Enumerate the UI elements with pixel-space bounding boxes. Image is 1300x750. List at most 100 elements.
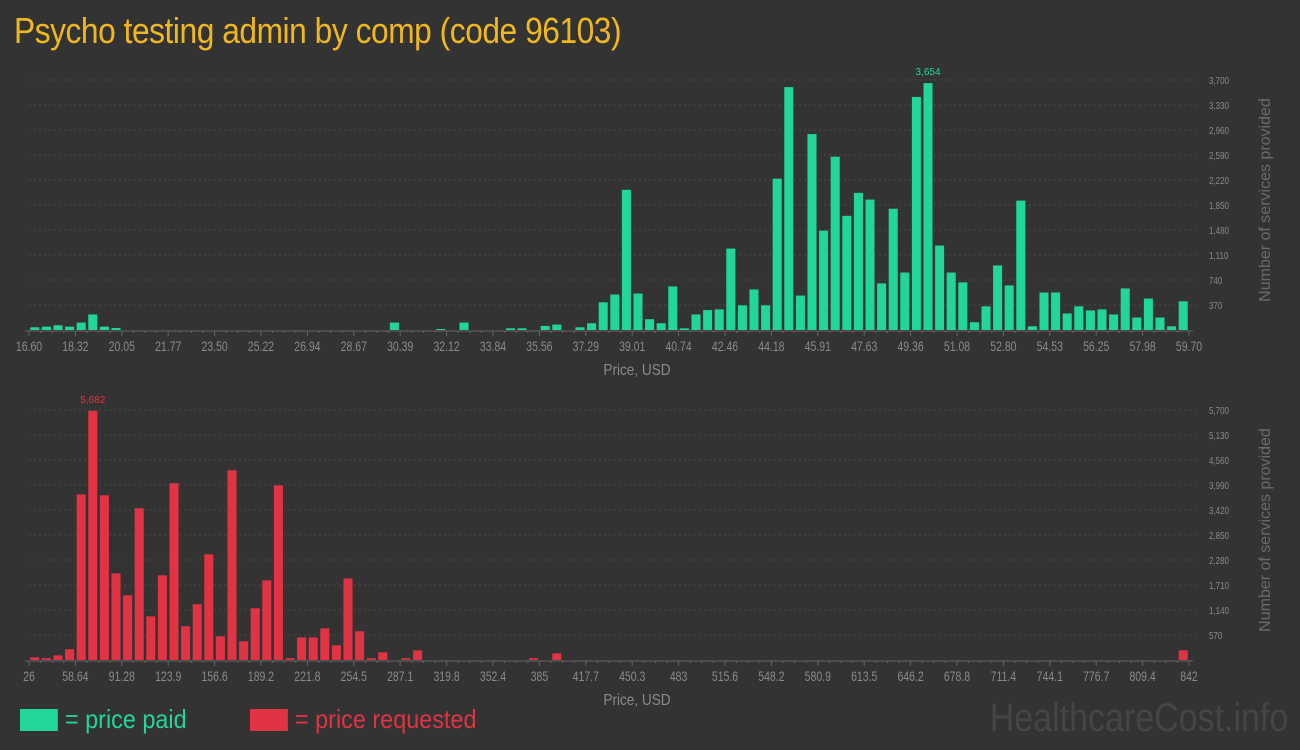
bar-requested bbox=[157, 575, 167, 660]
max-value-label-paid: 3,654 bbox=[915, 67, 940, 78]
x-tick-label-requested: 515.6 bbox=[712, 669, 738, 685]
x-tick-label-paid: 57.98 bbox=[1129, 339, 1155, 355]
bar-paid bbox=[1004, 285, 1014, 330]
page-title: Psycho testing admin by comp (code 96103… bbox=[14, 10, 622, 51]
legend-requested: = price requested bbox=[250, 704, 476, 735]
bar-requested bbox=[215, 636, 225, 660]
legend-requested-label: = price requested bbox=[295, 704, 477, 734]
bar-paid bbox=[737, 305, 747, 330]
bar-paid bbox=[993, 265, 1003, 330]
y-tick-label-paid: 2,590 bbox=[1209, 150, 1229, 161]
bar-paid bbox=[691, 314, 701, 330]
bar-requested bbox=[169, 483, 179, 660]
bar-paid bbox=[923, 83, 933, 330]
legend-paid-label: = price paid bbox=[65, 704, 187, 734]
bar-paid bbox=[703, 310, 713, 330]
bar-requested bbox=[99, 495, 109, 660]
y-tick-label-paid: 740 bbox=[1209, 275, 1222, 286]
x-tick-label-paid: 35.56 bbox=[526, 339, 552, 355]
bar-paid bbox=[772, 178, 782, 330]
legend-paid-swatch bbox=[20, 708, 58, 731]
x-tick-label-paid: 47.63 bbox=[851, 339, 877, 355]
bar-paid bbox=[540, 325, 550, 330]
x-tick-label-paid: 20.05 bbox=[109, 339, 135, 355]
x-tick-label-paid: 32.12 bbox=[433, 339, 459, 355]
bar-requested bbox=[1178, 650, 1188, 660]
y-axis-title-requested: Number of services provided bbox=[1257, 428, 1274, 632]
y-tick-label-requested: 570 bbox=[1209, 630, 1222, 641]
legend-requested-swatch bbox=[250, 708, 288, 731]
bar-paid bbox=[888, 208, 898, 330]
bar-paid bbox=[1155, 317, 1165, 330]
bar-paid bbox=[88, 314, 98, 330]
bar-requested bbox=[285, 658, 295, 660]
bar-paid bbox=[1016, 200, 1026, 330]
x-tick-label-requested: 385 bbox=[531, 669, 549, 685]
bar-requested bbox=[262, 580, 272, 660]
bar-requested bbox=[378, 652, 388, 660]
x-tick-label-paid: 16.60 bbox=[16, 339, 42, 355]
x-tick-label-requested: 189.2 bbox=[248, 669, 274, 685]
y-tick-label-requested: 1,140 bbox=[1209, 605, 1229, 616]
bar-paid bbox=[819, 230, 829, 330]
x-tick-label-paid: 42.46 bbox=[712, 339, 738, 355]
x-tick-label-requested: 613.5 bbox=[851, 669, 877, 685]
y-tick-label-paid: 2,220 bbox=[1209, 175, 1229, 186]
bar-requested bbox=[227, 470, 237, 660]
bar-paid bbox=[1027, 326, 1037, 330]
bar-paid bbox=[1143, 298, 1153, 330]
bar-paid bbox=[53, 325, 63, 330]
bar-paid bbox=[587, 323, 597, 330]
bar-paid bbox=[436, 328, 446, 330]
bar-requested bbox=[41, 658, 51, 660]
x-tick-label-requested: 417.7 bbox=[573, 669, 599, 685]
x-tick-label-paid: 39.01 bbox=[619, 339, 645, 355]
bar-paid bbox=[1074, 306, 1084, 330]
x-tick-label-requested: 26 bbox=[23, 669, 35, 685]
bar-paid bbox=[656, 323, 666, 330]
x-tick-label-requested: 156.6 bbox=[201, 669, 227, 685]
x-tick-label-requested: 744.1 bbox=[1037, 669, 1063, 685]
bar-paid bbox=[726, 248, 736, 330]
x-tick-label-requested: 254.5 bbox=[341, 669, 367, 685]
bar-requested bbox=[111, 573, 121, 660]
y-tick-label-requested: 5,130 bbox=[1209, 430, 1229, 441]
x-tick-label-requested: 678.8 bbox=[944, 669, 970, 685]
bar-requested bbox=[146, 616, 156, 660]
x-tick-label-paid: 30.39 bbox=[387, 339, 413, 355]
bar-paid bbox=[853, 192, 863, 330]
bar-paid bbox=[1178, 301, 1188, 330]
bar-paid bbox=[1167, 326, 1177, 330]
x-tick-label-paid: 40.74 bbox=[665, 339, 691, 355]
x-tick-label-paid: 28.67 bbox=[341, 339, 367, 355]
bar-paid bbox=[877, 283, 887, 330]
bar-requested bbox=[204, 554, 214, 660]
bar-paid bbox=[784, 87, 794, 330]
x-tick-label-paid: 25.22 bbox=[248, 339, 274, 355]
x-axis-title-requested: Price, USD bbox=[603, 692, 670, 709]
y-tick-label-requested: 1,710 bbox=[1209, 580, 1229, 591]
y-tick-label-requested: 5,700 bbox=[1209, 405, 1229, 416]
y-tick-label-paid: 3,700 bbox=[1209, 75, 1229, 86]
bar-requested bbox=[366, 658, 376, 660]
bar-paid bbox=[749, 289, 759, 330]
max-value-label-requested: 5,682 bbox=[80, 395, 105, 406]
bar-requested bbox=[529, 658, 539, 660]
bar-requested bbox=[250, 608, 260, 660]
bar-requested bbox=[181, 626, 191, 660]
bar-paid bbox=[1051, 292, 1061, 330]
bar-paid bbox=[1120, 288, 1130, 330]
x-tick-label-paid: 26.94 bbox=[294, 339, 320, 355]
bar-paid bbox=[761, 305, 771, 330]
bar-paid bbox=[30, 327, 40, 330]
x-tick-label-requested: 58.64 bbox=[62, 669, 88, 685]
bar-paid bbox=[610, 294, 620, 330]
bar-requested bbox=[273, 485, 283, 660]
bar-paid bbox=[76, 322, 86, 330]
y-tick-label-paid: 3,330 bbox=[1209, 100, 1229, 111]
x-tick-label-paid: 54.53 bbox=[1037, 339, 1063, 355]
x-tick-label-requested: 287.1 bbox=[387, 669, 413, 685]
bar-requested bbox=[30, 657, 40, 660]
x-tick-label-requested: 91.28 bbox=[109, 669, 135, 685]
